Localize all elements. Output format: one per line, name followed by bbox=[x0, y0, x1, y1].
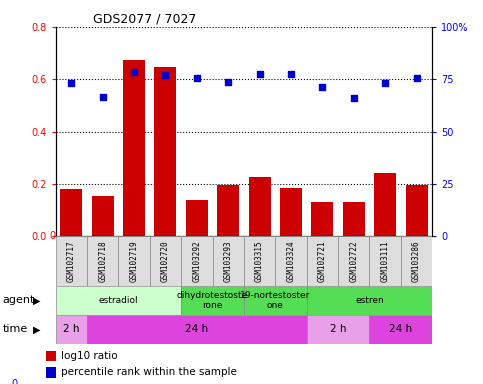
Text: GSM103293: GSM103293 bbox=[224, 240, 233, 282]
Point bbox=[319, 83, 327, 89]
Text: GSM103315: GSM103315 bbox=[255, 240, 264, 282]
Text: dihydrotestoste
rone: dihydrotestoste rone bbox=[177, 291, 248, 310]
Text: GSM103111: GSM103111 bbox=[381, 240, 390, 282]
Bar bbox=[181, 236, 213, 286]
Bar bbox=[213, 236, 244, 286]
Text: 0: 0 bbox=[49, 231, 56, 241]
Bar bbox=[56, 236, 87, 286]
Point bbox=[193, 75, 201, 81]
Bar bbox=[244, 236, 275, 286]
Bar bbox=[307, 236, 338, 286]
Text: GSM102721: GSM102721 bbox=[318, 240, 327, 282]
Bar bbox=[87, 315, 307, 344]
Bar bbox=[56, 286, 181, 315]
Bar bbox=[46, 351, 56, 361]
Point bbox=[382, 80, 389, 86]
Point bbox=[99, 94, 107, 100]
Point bbox=[68, 80, 75, 86]
Bar bbox=[280, 188, 302, 236]
Text: GDS2077 / 7027: GDS2077 / 7027 bbox=[93, 13, 197, 26]
Bar bbox=[401, 236, 432, 286]
Bar bbox=[307, 286, 432, 315]
Bar bbox=[244, 286, 307, 315]
Text: estradiol: estradiol bbox=[99, 296, 138, 305]
Text: GSM102718: GSM102718 bbox=[98, 240, 107, 282]
Bar bbox=[92, 195, 114, 236]
Text: GSM103292: GSM103292 bbox=[192, 240, 201, 282]
Text: agent: agent bbox=[2, 295, 35, 306]
Bar bbox=[118, 236, 150, 286]
Point bbox=[287, 71, 295, 77]
Text: ▶: ▶ bbox=[32, 324, 40, 334]
Text: GSM102720: GSM102720 bbox=[161, 240, 170, 282]
Text: time: time bbox=[2, 324, 28, 334]
Bar bbox=[307, 315, 369, 344]
Text: 19-nortestoster
one: 19-nortestoster one bbox=[240, 291, 311, 310]
Text: GSM102719: GSM102719 bbox=[129, 240, 139, 282]
Bar bbox=[406, 185, 427, 236]
Text: ▶: ▶ bbox=[32, 295, 40, 306]
Bar bbox=[60, 189, 82, 236]
Text: GSM103324: GSM103324 bbox=[286, 240, 296, 282]
Text: 24 h: 24 h bbox=[185, 324, 208, 334]
Point bbox=[412, 75, 420, 81]
Bar bbox=[374, 174, 396, 236]
Text: log10 ratio: log10 ratio bbox=[61, 351, 118, 361]
Bar bbox=[369, 315, 432, 344]
Bar bbox=[56, 315, 87, 344]
Bar bbox=[150, 236, 181, 286]
Bar bbox=[181, 286, 244, 315]
Text: percentile rank within the sample: percentile rank within the sample bbox=[61, 367, 237, 377]
Bar bbox=[312, 202, 333, 236]
Point bbox=[256, 71, 264, 77]
Bar bbox=[338, 236, 369, 286]
Point bbox=[224, 79, 232, 85]
Text: 24 h: 24 h bbox=[389, 324, 412, 334]
Text: estren: estren bbox=[355, 296, 384, 305]
Bar bbox=[217, 185, 239, 236]
Bar bbox=[87, 236, 118, 286]
Bar bbox=[186, 200, 208, 236]
Text: 2 h: 2 h bbox=[330, 324, 346, 334]
Bar bbox=[46, 367, 56, 377]
Text: GSM103286: GSM103286 bbox=[412, 240, 421, 282]
Bar bbox=[155, 68, 176, 236]
Bar bbox=[275, 236, 307, 286]
Point bbox=[130, 69, 138, 75]
Text: GSM102717: GSM102717 bbox=[67, 240, 76, 282]
Bar bbox=[123, 60, 145, 236]
Bar bbox=[343, 202, 365, 236]
Point bbox=[350, 95, 357, 101]
Text: 0: 0 bbox=[12, 379, 18, 384]
Bar bbox=[249, 177, 270, 236]
Bar bbox=[369, 236, 401, 286]
Point bbox=[161, 72, 170, 78]
Text: 2 h: 2 h bbox=[63, 324, 80, 334]
Text: GSM102722: GSM102722 bbox=[349, 240, 358, 282]
